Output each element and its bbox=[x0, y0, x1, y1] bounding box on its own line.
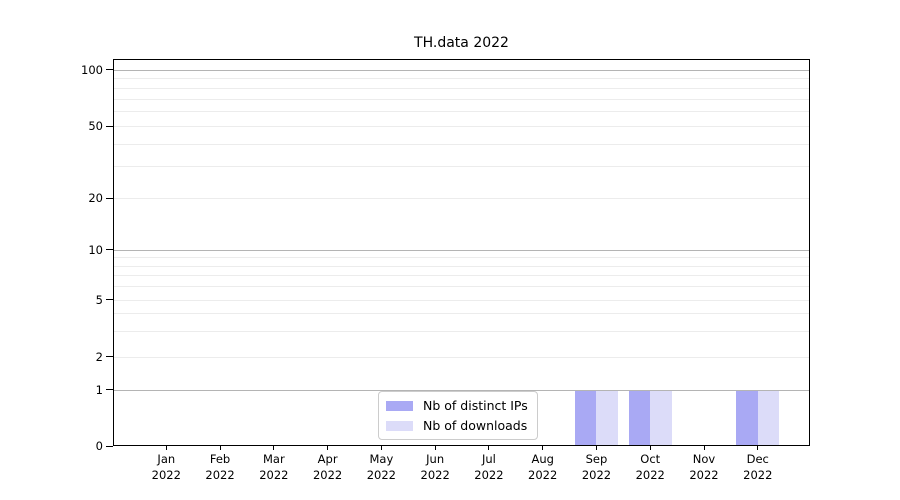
x-axis-tick-aug-2022 bbox=[542, 446, 544, 450]
x-axis-tick-label-jul-2022: Jul 2022 bbox=[474, 452, 504, 482]
legend-label-distinct-ips: Nb of distinct IPs bbox=[423, 398, 528, 413]
y-axis-tick-label-1: 1 bbox=[95, 382, 103, 397]
gridline-minor-9 bbox=[114, 257, 809, 259]
bar-nb-of-distinct-ips-dec-2022 bbox=[736, 389, 758, 445]
plot-area: Nb of distinct IPs Nb of downloads bbox=[113, 59, 810, 446]
y-axis-tick-50 bbox=[106, 125, 113, 127]
x-axis-tick-mar-2022 bbox=[273, 446, 275, 450]
gridline-minor-90 bbox=[114, 78, 809, 80]
legend: Nb of distinct IPs Nb of downloads bbox=[378, 391, 538, 440]
bar-nb-of-downloads-sep-2022 bbox=[596, 389, 618, 445]
x-axis-tick-nov-2022 bbox=[703, 446, 705, 450]
y-axis-tick-0 bbox=[106, 445, 113, 447]
y-axis-tick-label-20: 20 bbox=[88, 191, 103, 205]
legend-swatch-downloads bbox=[386, 420, 413, 431]
y-axis-tick-label-2: 2 bbox=[95, 349, 103, 364]
gridline-minor-8 bbox=[114, 265, 809, 267]
gridline-minor-7 bbox=[114, 275, 809, 277]
legend-label-downloads: Nb of downloads bbox=[423, 418, 528, 433]
gridline-minor-30 bbox=[114, 166, 809, 168]
x-axis-tick-label-mar-2022: Mar 2022 bbox=[259, 452, 289, 482]
x-axis-tick-label-feb-2022: Feb 2022 bbox=[205, 452, 235, 482]
gridline-minor-50 bbox=[114, 126, 809, 127]
gridline-minor-3 bbox=[114, 331, 809, 333]
y-axis-tick-5 bbox=[106, 299, 113, 300]
bar-nb-of-downloads-oct-2022 bbox=[650, 389, 672, 445]
gridline-minor-20 bbox=[114, 198, 809, 199]
bar-nb-of-downloads-dec-2022 bbox=[757, 389, 780, 445]
y-axis-tick-20 bbox=[106, 197, 113, 199]
y-axis-tick-label-0: 0 bbox=[95, 439, 103, 453]
gridline-minor-60 bbox=[114, 111, 809, 113]
x-axis-tick-label-sep-2022: Sep 2022 bbox=[581, 452, 612, 482]
gridline-major-10 bbox=[114, 249, 809, 251]
gridline-minor-70 bbox=[114, 98, 809, 100]
gridline-major-1 bbox=[114, 389, 809, 391]
gridline-minor-5 bbox=[114, 299, 809, 301]
x-axis-tick-jun-2022 bbox=[434, 446, 436, 450]
gridline-minor-80 bbox=[114, 87, 809, 89]
legend-swatch-distinct-ips bbox=[386, 400, 413, 411]
y-axis-tick-10 bbox=[106, 249, 113, 250]
gridline-minor-4 bbox=[114, 313, 809, 315]
x-axis-tick-label-jan-2022: Jan 2022 bbox=[151, 452, 181, 482]
legend-item-distinct-ips: Nb of distinct IPs bbox=[386, 397, 528, 414]
gridline-minor-6 bbox=[114, 286, 809, 288]
x-axis-tick-label-jun-2022: Jun 2022 bbox=[420, 452, 450, 482]
y-axis-tick-1 bbox=[106, 389, 113, 390]
x-axis-tick-jan-2022 bbox=[165, 446, 167, 450]
legend-item-downloads: Nb of downloads bbox=[386, 417, 528, 434]
y-axis-tick-label-50: 50 bbox=[88, 119, 103, 133]
y-axis-tick-100 bbox=[106, 69, 113, 70]
bar-nb-of-distinct-ips-sep-2022 bbox=[575, 389, 597, 445]
y-axis-tick-label-100: 100 bbox=[81, 62, 103, 77]
gridline-minor-40 bbox=[114, 143, 809, 145]
x-axis-tick-label-apr-2022: Apr 2022 bbox=[312, 452, 343, 482]
x-axis-tick-label-may-2022: May 2022 bbox=[366, 452, 397, 482]
x-axis-tick-dec-2022 bbox=[757, 446, 759, 450]
x-axis-tick-label-nov-2022: Nov 2022 bbox=[689, 452, 719, 482]
x-axis-tick-may-2022 bbox=[380, 446, 382, 450]
y-axis-tick-label-5: 5 bbox=[95, 292, 103, 307]
gridline-minor-2 bbox=[114, 356, 809, 358]
x-axis-tick-apr-2022 bbox=[327, 446, 329, 450]
x-axis-tick-label-dec-2022: Dec 2022 bbox=[743, 452, 773, 482]
gridline-major-100 bbox=[114, 69, 809, 71]
x-axis-tick-jul-2022 bbox=[488, 446, 490, 450]
x-axis-tick-label-oct-2022: Oct 2022 bbox=[635, 452, 665, 482]
x-axis-tick-label-aug-2022: Aug 2022 bbox=[528, 452, 558, 482]
y-axis-tick-2 bbox=[106, 356, 113, 357]
x-axis-tick-sep-2022 bbox=[595, 446, 597, 450]
bar-nb-of-distinct-ips-oct-2022 bbox=[628, 389, 651, 445]
x-axis-tick-feb-2022 bbox=[219, 446, 221, 450]
chart-title: TH.data 2022 bbox=[414, 35, 509, 51]
y-axis-tick-label-10: 10 bbox=[88, 242, 103, 257]
x-axis-tick-oct-2022 bbox=[649, 446, 651, 450]
